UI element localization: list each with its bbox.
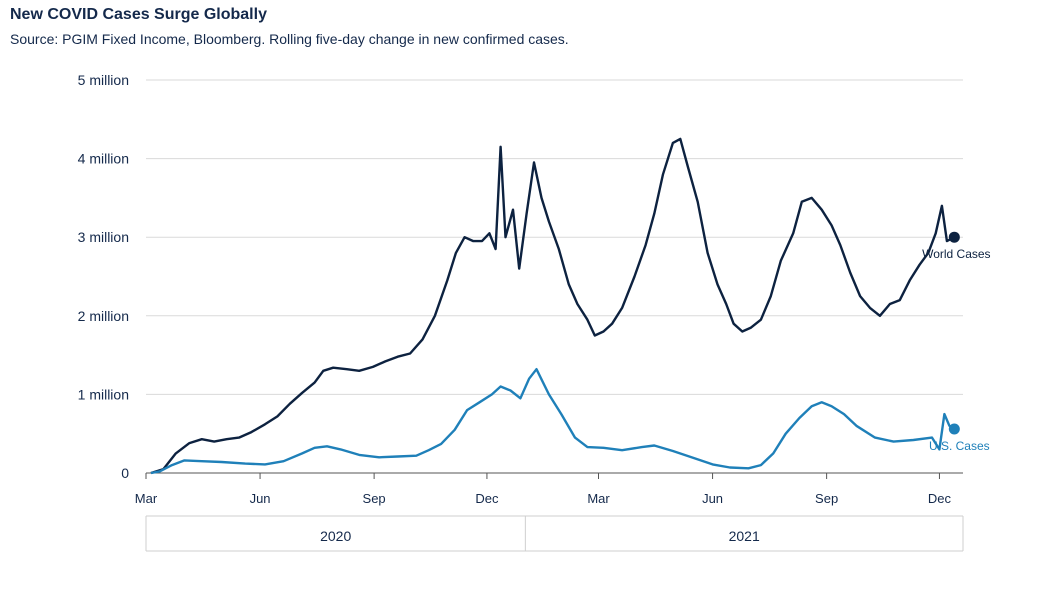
x-tick-label: Dec [475,491,499,506]
x-tick-label: Sep [363,491,386,506]
x-tick-label: Mar [135,491,158,506]
x-tick-label: Dec [928,491,952,506]
x-tick-label: Jun [702,491,723,506]
x-tick-label: Jun [250,491,271,506]
series-label: U.S. Cases [929,439,990,453]
y-tick-label: 5 million [78,72,129,88]
x-tick-label: Sep [815,491,838,506]
year-label: 2021 [729,528,760,544]
y-tick-label: 3 million [78,229,129,245]
y-tick-label: 0 [121,465,129,481]
series-label: World Cases [922,247,990,261]
y-tick-label: 2 million [78,308,129,324]
x-tick-label: Mar [587,491,610,506]
y-tick-label: 4 million [78,151,129,167]
series-end-marker [948,423,960,435]
x-axis: Mar Jun Sep Dec Mar Jun Sep Dec 2020 2021 [135,472,964,552]
series-line-world [150,137,955,475]
y-axis-labels: 0 1 million 2 million 3 million 4 million 5 m… [78,72,130,481]
series-line-us [150,368,955,475]
chart-title: New COVID Cases Surge Globally [10,6,267,23]
series-lines: World Cases U.S. Cases [150,137,991,475]
y-tick-label: 1 million [78,386,129,402]
chart-subtitle: Source: PGIM Fixed Income, Bloomberg. Ro… [10,31,569,47]
series-end-marker [948,231,960,243]
year-label: 2020 [320,528,351,544]
